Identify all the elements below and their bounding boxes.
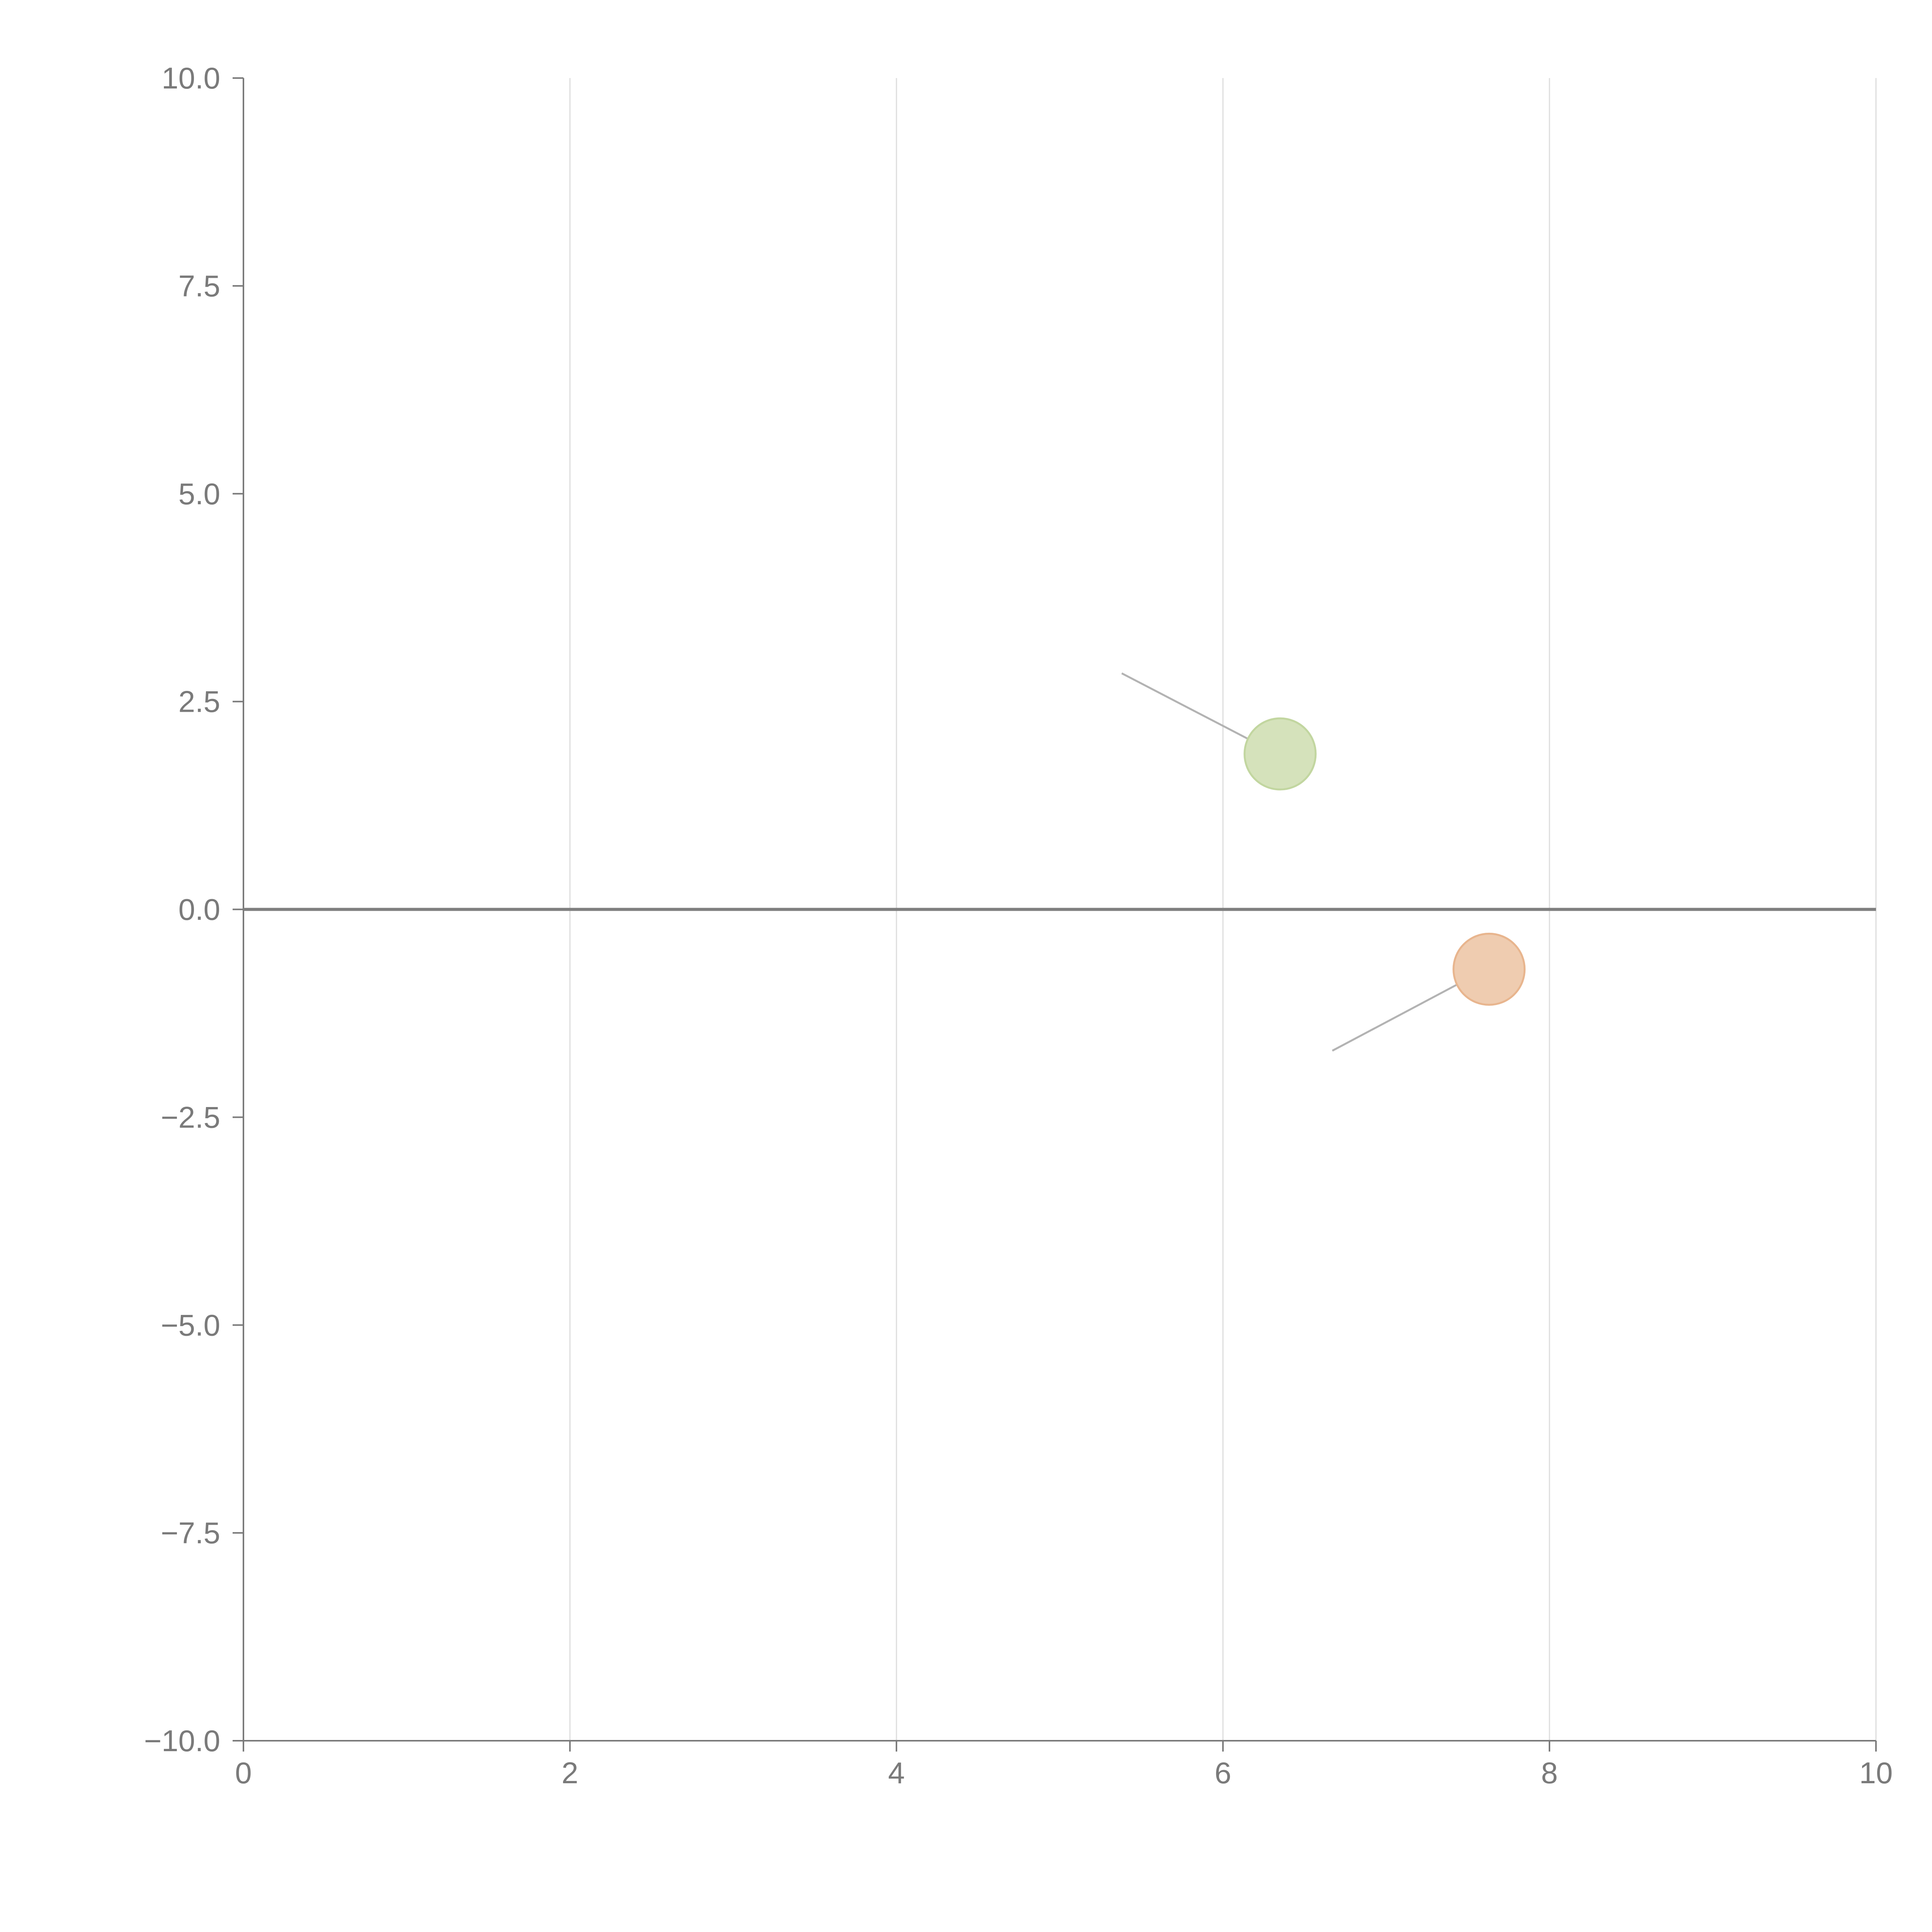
- x-tick-label: 4: [888, 1756, 905, 1790]
- x-tick-label: 0: [235, 1756, 252, 1790]
- tick-layer: 0 2 4 6 8 10 10.0 7.5 5.0 2.5 0.0 −2.5 −5.0 −7.5 −10.0: [144, 61, 1893, 1790]
- x-tick-label: 10: [1859, 1756, 1893, 1790]
- y-tick-label: 2.5: [179, 685, 220, 719]
- data-point: [1452, 932, 1526, 1006]
- y-tick-label: 0.0: [179, 893, 220, 927]
- y-tick-label: 5.0: [179, 477, 220, 511]
- x-tick-label: 8: [1541, 1756, 1558, 1790]
- y-tick-label: −5.0: [161, 1308, 220, 1342]
- mark-layer: [1121, 672, 1526, 1052]
- y-tick-label: 7.5: [179, 269, 220, 303]
- y-tick-label: −2.5: [161, 1100, 220, 1134]
- x-tick-label: 6: [1214, 1756, 1231, 1790]
- axis-layer: [243, 78, 1876, 1742]
- data-point: [1243, 717, 1317, 791]
- y-tick-label: −7.5: [161, 1516, 220, 1550]
- y-tick-label: 10.0: [162, 61, 220, 95]
- y-tick-label: −10.0: [144, 1724, 220, 1758]
- x-tick-label: 2: [561, 1756, 578, 1790]
